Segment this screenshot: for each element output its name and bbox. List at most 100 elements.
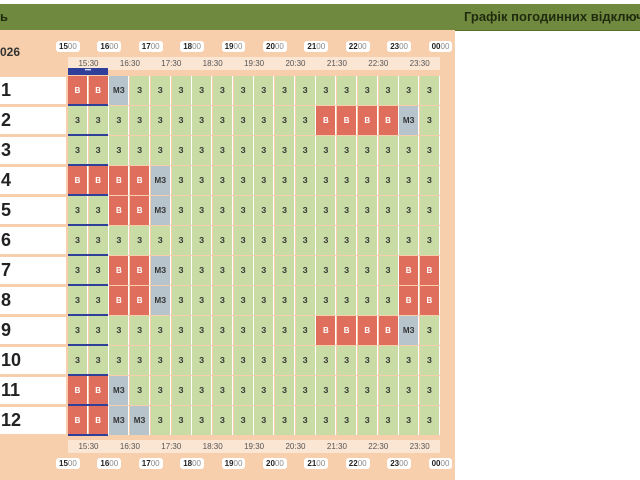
schedule-cell[interactable]: З: [378, 376, 399, 405]
schedule-cell[interactable]: З: [399, 346, 420, 375]
schedule-cell[interactable]: З: [357, 166, 378, 195]
schedule-cell[interactable]: З: [254, 346, 275, 375]
schedule-cell[interactable]: В: [399, 256, 420, 285]
schedule-cell[interactable]: З: [275, 226, 295, 255]
schedule-cell[interactable]: З: [88, 226, 109, 255]
schedule-cell[interactable]: З: [130, 226, 151, 255]
schedule-cell[interactable]: З: [212, 316, 233, 345]
schedule-cell[interactable]: З: [316, 256, 337, 285]
schedule-cell[interactable]: З: [275, 136, 295, 165]
schedule-cell[interactable]: З: [233, 226, 254, 255]
schedule-cell[interactable]: З: [337, 136, 358, 165]
schedule-cell[interactable]: З: [419, 166, 440, 195]
schedule-cell[interactable]: З: [316, 166, 337, 195]
schedule-cell[interactable]: З: [275, 376, 295, 405]
schedule-cell[interactable]: В: [316, 316, 337, 345]
schedule-cell[interactable]: В: [337, 316, 358, 345]
schedule-cell[interactable]: МЗ: [130, 406, 151, 435]
schedule-cell[interactable]: З: [295, 286, 316, 315]
schedule-cell[interactable]: З: [419, 316, 440, 345]
schedule-cell[interactable]: З: [254, 256, 275, 285]
schedule-cell[interactable]: З: [254, 376, 275, 405]
schedule-cell[interactable]: З: [357, 376, 378, 405]
schedule-cell[interactable]: З: [316, 76, 337, 105]
schedule-cell[interactable]: З: [212, 286, 233, 315]
schedule-cell[interactable]: З: [254, 196, 275, 225]
schedule-cell[interactable]: З: [295, 196, 316, 225]
schedule-cell[interactable]: В: [130, 256, 151, 285]
schedule-cell[interactable]: З: [171, 106, 192, 135]
schedule-cell[interactable]: З: [399, 226, 420, 255]
schedule-cell[interactable]: З: [68, 256, 88, 285]
schedule-cell[interactable]: З: [357, 286, 378, 315]
schedule-cell[interactable]: З: [171, 256, 192, 285]
schedule-cell[interactable]: З: [171, 166, 192, 195]
schedule-cell[interactable]: З: [88, 316, 109, 345]
schedule-cell[interactable]: З: [337, 286, 358, 315]
schedule-cell[interactable]: З: [254, 166, 275, 195]
schedule-cell[interactable]: З: [212, 76, 233, 105]
schedule-cell[interactable]: З: [212, 406, 233, 435]
schedule-cell[interactable]: З: [295, 316, 316, 345]
schedule-cell[interactable]: З: [275, 76, 295, 105]
schedule-cell[interactable]: З: [419, 406, 440, 435]
schedule-cell[interactable]: З: [275, 256, 295, 285]
schedule-cell[interactable]: З: [212, 166, 233, 195]
schedule-cell[interactable]: В: [88, 166, 109, 195]
schedule-cell[interactable]: З: [357, 256, 378, 285]
schedule-cell[interactable]: З: [419, 106, 440, 135]
schedule-cell[interactable]: В: [419, 256, 440, 285]
schedule-cell[interactable]: З: [150, 76, 171, 105]
schedule-cell[interactable]: З: [192, 346, 213, 375]
schedule-cell[interactable]: З: [419, 76, 440, 105]
schedule-cell[interactable]: В: [378, 106, 399, 135]
schedule-cell[interactable]: З: [68, 106, 88, 135]
schedule-cell[interactable]: З: [192, 376, 213, 405]
schedule-cell[interactable]: З: [68, 136, 88, 165]
schedule-cell[interactable]: З: [254, 406, 275, 435]
schedule-cell[interactable]: З: [233, 166, 254, 195]
schedule-cell[interactable]: З: [399, 376, 420, 405]
schedule-cell[interactable]: В: [68, 76, 88, 105]
schedule-cell[interactable]: З: [316, 376, 337, 405]
schedule-cell[interactable]: З: [419, 136, 440, 165]
schedule-cell[interactable]: З: [378, 136, 399, 165]
schedule-cell[interactable]: З: [212, 196, 233, 225]
schedule-cell[interactable]: З: [337, 376, 358, 405]
schedule-cell[interactable]: З: [88, 136, 109, 165]
schedule-cell[interactable]: З: [357, 226, 378, 255]
schedule-cell[interactable]: З: [171, 76, 192, 105]
schedule-cell[interactable]: З: [399, 406, 420, 435]
schedule-cell[interactable]: З: [171, 136, 192, 165]
schedule-cell[interactable]: З: [233, 286, 254, 315]
schedule-cell[interactable]: З: [419, 226, 440, 255]
schedule-cell[interactable]: З: [233, 316, 254, 345]
schedule-cell[interactable]: З: [192, 196, 213, 225]
schedule-cell[interactable]: З: [192, 166, 213, 195]
schedule-cell[interactable]: З: [109, 316, 130, 345]
schedule-cell[interactable]: З: [192, 256, 213, 285]
schedule-cell[interactable]: МЗ: [150, 256, 171, 285]
schedule-cell[interactable]: З: [88, 106, 109, 135]
schedule-cell[interactable]: З: [192, 226, 213, 255]
schedule-cell[interactable]: З: [275, 406, 295, 435]
schedule-cell[interactable]: В: [68, 166, 88, 195]
schedule-cell[interactable]: В: [130, 166, 151, 195]
schedule-cell[interactable]: З: [88, 256, 109, 285]
schedule-cell[interactable]: З: [130, 106, 151, 135]
schedule-cell[interactable]: З: [254, 106, 275, 135]
schedule-cell[interactable]: З: [171, 346, 192, 375]
schedule-cell[interactable]: З: [357, 346, 378, 375]
schedule-cell[interactable]: З: [88, 196, 109, 225]
schedule-cell[interactable]: З: [275, 196, 295, 225]
schedule-cell[interactable]: МЗ: [399, 316, 420, 345]
schedule-cell[interactable]: З: [378, 406, 399, 435]
schedule-cell[interactable]: З: [316, 196, 337, 225]
schedule-cell[interactable]: В: [419, 286, 440, 315]
schedule-cell[interactable]: З: [419, 376, 440, 405]
schedule-cell[interactable]: З: [419, 196, 440, 225]
schedule-cell[interactable]: З: [130, 136, 151, 165]
schedule-cell[interactable]: МЗ: [109, 376, 130, 405]
schedule-cell[interactable]: З: [316, 346, 337, 375]
schedule-cell[interactable]: З: [109, 136, 130, 165]
